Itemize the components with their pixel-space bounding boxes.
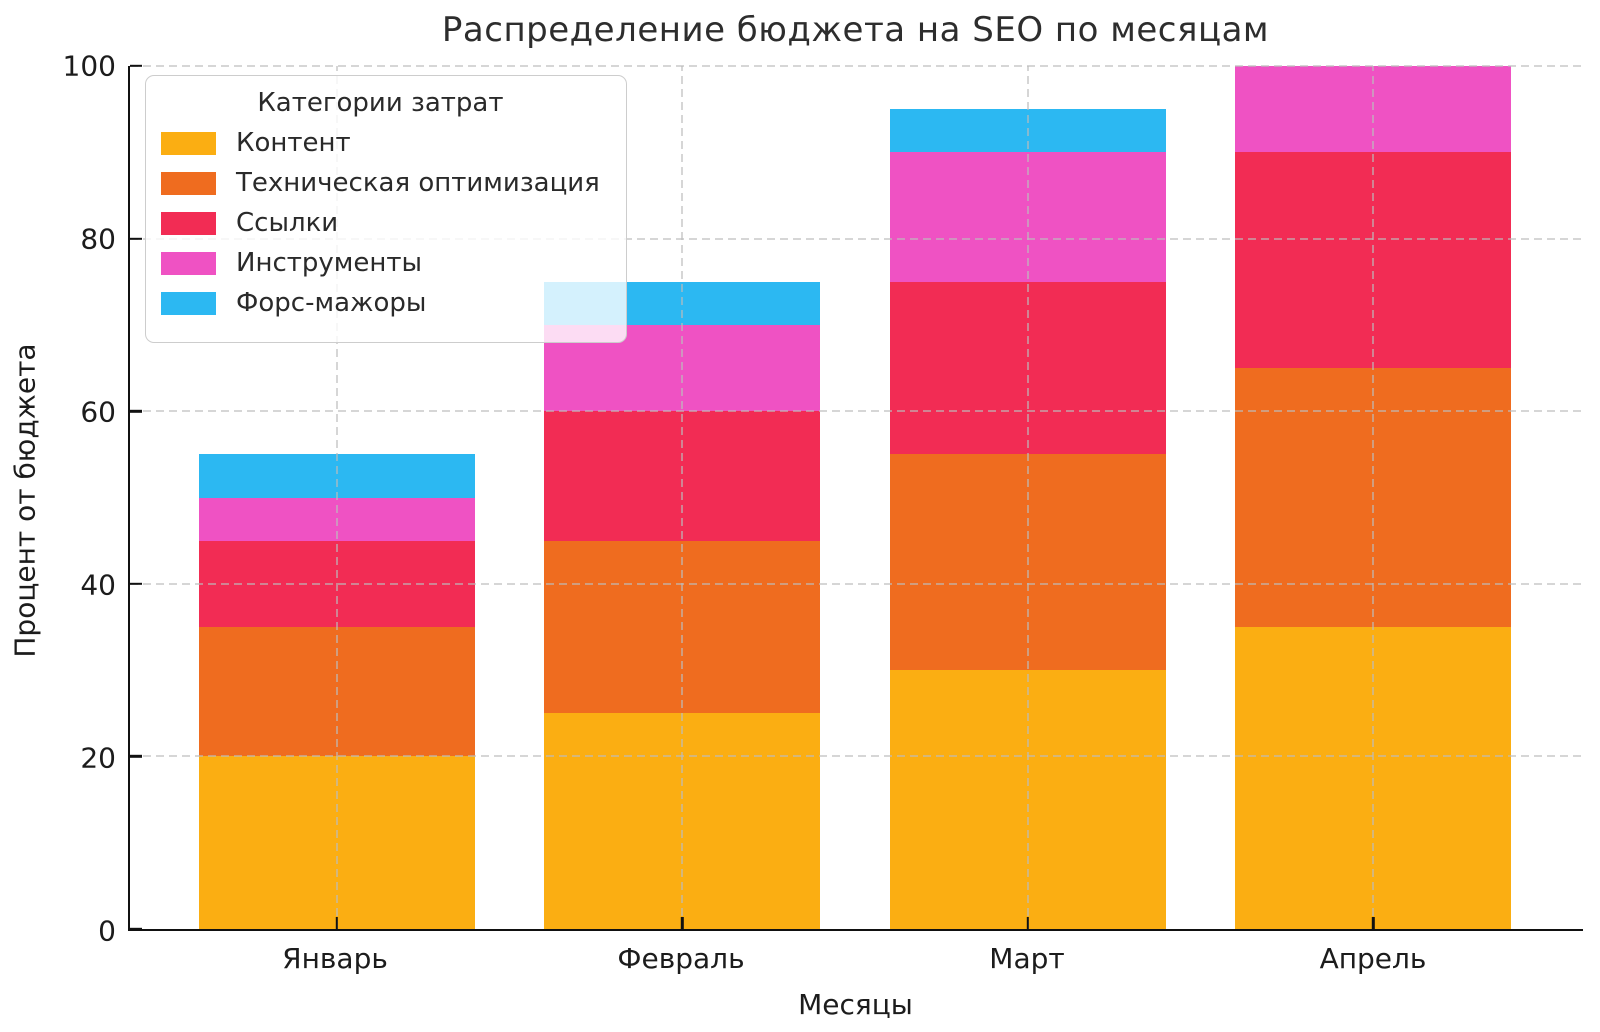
bar-slot-4 [1201, 66, 1547, 929]
y-tick-label: 80 [80, 222, 116, 256]
y-tick-mark [130, 64, 142, 68]
x-tick-marks [164, 915, 1546, 929]
y-axis-tick-labels: 0 20 40 60 80 100 [0, 50, 116, 948]
bar-segment [544, 713, 821, 929]
legend-item: Контент [161, 128, 600, 158]
stacked-bar-4 [1235, 66, 1512, 929]
legend: Категории затрат Контент Техническая опти… [145, 75, 627, 343]
legend-item-label: Ссылки [236, 208, 339, 238]
bar-segment [544, 540, 821, 714]
x-tick-mark [681, 917, 684, 929]
legend-item-label: Инструменты [236, 248, 423, 278]
plot-area: Категории затрат Контент Техническая опти… [128, 64, 1583, 931]
y-tick-mark [130, 409, 142, 413]
legend-title: Категории затрат [257, 88, 504, 118]
x-tick-mark [1026, 917, 1029, 929]
bar-segment [198, 540, 475, 627]
bar-segment [889, 670, 1166, 929]
x-tick-mark [335, 917, 338, 929]
y-tick-marks [130, 64, 144, 931]
bar-segment [1235, 66, 1512, 153]
bar-slot-3 [855, 66, 1201, 929]
legend-swatch [161, 171, 216, 195]
bar-segment [1235, 368, 1512, 627]
y-tick-mark [130, 237, 142, 240]
bar-segment [198, 497, 475, 541]
chart-title: Распределение бюджета на SEO по месяцам [441, 10, 1270, 50]
legend-item: Техническая оптимизация [161, 168, 600, 198]
y-tick-label: 20 [80, 741, 116, 775]
x-axis-tick-labels: Январь Февраль Март Апрель [162, 942, 1546, 975]
y-tick-label: 100 [62, 49, 116, 83]
legend-item: Инструменты [161, 248, 600, 278]
y-tick-label: 40 [80, 568, 116, 602]
x-tick-label: Апрель [1319, 942, 1427, 975]
legend-item: Форс-мажоры [161, 288, 600, 318]
bar-segment [544, 411, 821, 541]
bar-segment [889, 109, 1166, 153]
legend-item-label: Контент [236, 128, 351, 158]
bar-segment [889, 152, 1166, 282]
y-tick-mark [130, 582, 142, 585]
x-tick-label: Март [989, 942, 1065, 975]
y-tick-mark [130, 755, 142, 758]
bar-segment [198, 626, 475, 757]
legend-item: Ссылки [161, 208, 600, 238]
y-tick-mark [130, 927, 142, 931]
legend-swatch [161, 251, 216, 275]
legend-swatch [161, 131, 216, 155]
legend-swatch [161, 211, 216, 235]
bar-segment [198, 756, 475, 929]
x-axis-label: Месяцы [798, 988, 913, 1021]
y-tick-label: 60 [80, 395, 116, 429]
x-tick-label: Январь [282, 942, 388, 975]
stacked-bar-3 [889, 66, 1166, 929]
bar-segment [889, 454, 1166, 671]
legend-items: Контент Техническая оптимизация Ссылки Инст… [161, 128, 600, 318]
x-tick-mark [1372, 917, 1375, 929]
x-tick-label: Февраль [617, 942, 745, 975]
y-tick-label: 0 [98, 914, 116, 948]
bar-segment [889, 281, 1166, 455]
legend-item-label: Форс-мажоры [236, 288, 427, 318]
legend-item-label: Техническая оптимизация [236, 168, 600, 198]
legend-swatch [161, 291, 216, 315]
bar-segment [1235, 152, 1512, 369]
bar-segment [198, 454, 475, 498]
bar-segment [1235, 626, 1512, 929]
